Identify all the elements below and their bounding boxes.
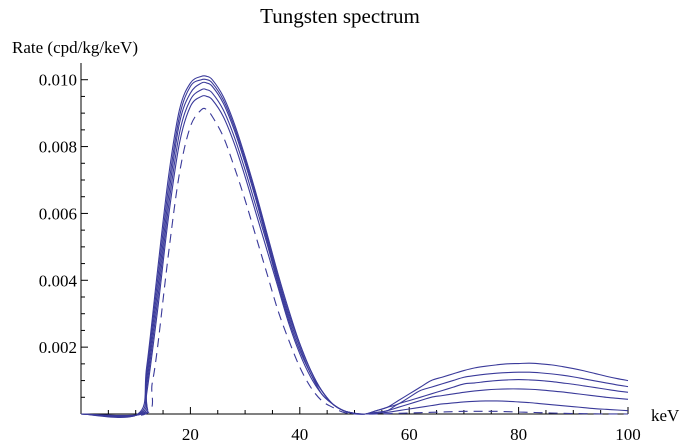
y-tick-label: 0.002 [39, 338, 77, 357]
series-group [80, 75, 629, 418]
y-tick-label: 0.006 [39, 204, 77, 223]
y-axis-label: Rate (cpd/kg/keV) [12, 38, 138, 57]
x-tick-label: 60 [401, 425, 418, 443]
y-ticks: 0.002 0.004 0.006 0.008 0.010 [39, 71, 88, 398]
series-line-4 [80, 88, 629, 417]
y-tick-label: 0.010 [39, 71, 77, 90]
y-tick-label: 0.004 [39, 271, 78, 290]
x-tick-label: 40 [291, 425, 308, 443]
series-line-6 [80, 107, 629, 417]
x-tick-label: 100 [615, 425, 641, 443]
x-axis-label: keV [651, 406, 680, 425]
x-tick-label: 80 [510, 425, 527, 443]
x-tick-label: 20 [182, 425, 199, 443]
chart-title: Tungsten spectrum [260, 4, 420, 28]
series-line-5 [80, 94, 629, 417]
y-tick-label: 0.008 [39, 138, 77, 157]
